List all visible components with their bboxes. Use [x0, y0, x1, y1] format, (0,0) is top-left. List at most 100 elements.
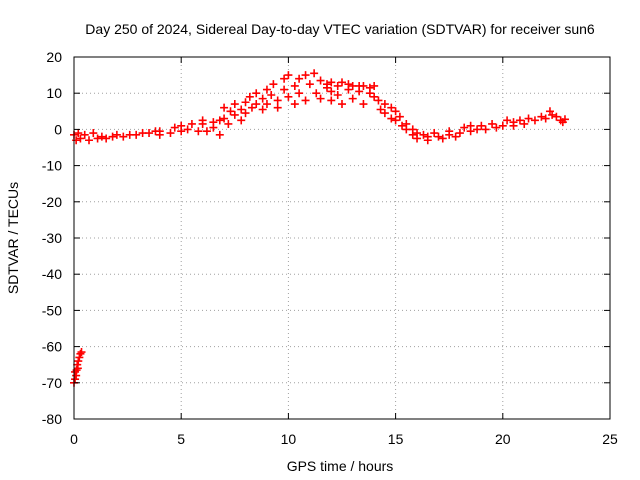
data-point: [72, 136, 81, 145]
data-point: [509, 118, 518, 127]
data-point: [327, 87, 336, 96]
data-point: [408, 130, 417, 139]
data-point: [74, 129, 83, 138]
y-tick-label: -60: [42, 339, 62, 355]
data-point: [177, 121, 186, 130]
data-point: [460, 123, 469, 132]
data-point: [183, 125, 192, 134]
data-point: [530, 116, 539, 125]
y-tick-label: -80: [42, 411, 62, 427]
y-tick-label: 20: [46, 49, 62, 65]
data-point: [230, 100, 239, 109]
data-point: [284, 92, 293, 101]
data-point: [438, 134, 447, 143]
data-point: [333, 81, 342, 90]
data-point: [71, 375, 80, 384]
data-point: [262, 100, 271, 109]
y-tick-label: 10: [46, 85, 62, 101]
data-point: [391, 107, 400, 116]
data-point: [312, 89, 321, 98]
data-point: [376, 105, 385, 114]
data-point: [76, 134, 85, 143]
data-point: [524, 114, 533, 123]
data-point: [430, 129, 439, 138]
y-axis-title: SDTVAR / TECUs: [5, 182, 21, 294]
data-point: [515, 116, 524, 125]
data-point: [477, 121, 486, 130]
data-point: [365, 83, 374, 92]
data-point: [258, 94, 267, 103]
data-point: [80, 130, 89, 139]
y-tick-label: -10: [42, 158, 62, 174]
data-point: [76, 349, 85, 358]
data-point: [445, 127, 454, 136]
data-point: [119, 132, 128, 141]
data-point: [284, 71, 293, 80]
data-point: [75, 353, 84, 362]
data-point: [434, 132, 443, 141]
x-tick-label: 0: [70, 431, 78, 447]
data-point: [215, 116, 224, 125]
data-point: [258, 105, 267, 114]
chart-title: Day 250 of 2024, Sidereal Day-to-day VTE…: [85, 21, 595, 37]
data-point: [455, 129, 464, 138]
y-tick-label: -70: [42, 375, 62, 391]
data-point: [241, 109, 250, 118]
data-point: [503, 116, 512, 125]
data-point: [374, 96, 383, 105]
data-point: [560, 115, 569, 124]
grid: [74, 57, 610, 419]
data-point: [466, 121, 475, 130]
data-point: [280, 74, 289, 83]
data-point: [327, 78, 336, 87]
data-point: [395, 112, 404, 121]
data-point: [209, 123, 218, 132]
data-point: [224, 119, 233, 128]
data-point: [290, 100, 299, 109]
data-point: [108, 132, 117, 141]
data-point: [310, 69, 319, 78]
x-tick-label: 10: [281, 431, 297, 447]
data-point: [170, 123, 179, 132]
data-point: [380, 109, 389, 118]
data-point: [77, 348, 86, 357]
data-point: [145, 129, 154, 138]
data-point: [359, 100, 368, 109]
data-point: [215, 130, 224, 139]
y-tick-label: -20: [42, 194, 62, 210]
data-point: [280, 85, 289, 94]
data-point: [338, 78, 346, 87]
data-points: [70, 69, 569, 387]
data-point: [391, 116, 400, 125]
data-point: [237, 116, 246, 125]
data-point: [520, 119, 529, 128]
data-point: [241, 98, 250, 107]
data-point: [498, 121, 507, 130]
x-tick-labels: 0 5 10 15 20 25: [70, 431, 618, 447]
data-point: [295, 74, 304, 83]
data-point: [348, 94, 357, 103]
y-tick-label: -30: [42, 230, 62, 246]
y-tick-label: -40: [42, 266, 62, 282]
data-point: [370, 92, 379, 101]
data-point: [237, 105, 246, 114]
data-point: [488, 119, 497, 128]
data-point: [338, 100, 346, 109]
data-point: [252, 100, 261, 109]
data-point: [262, 85, 271, 94]
data-point: [290, 81, 299, 90]
data-point: [202, 127, 211, 136]
data-point: [301, 96, 310, 105]
data-point: [398, 121, 407, 130]
data-point: [220, 114, 229, 123]
data-point: [194, 127, 203, 136]
data-point: [413, 134, 422, 143]
data-point: [537, 112, 546, 121]
data-point: [132, 130, 141, 139]
data-point: [295, 89, 304, 98]
data-point: [548, 110, 557, 119]
data-point: [327, 96, 336, 105]
data-point: [267, 91, 276, 100]
data-point: [252, 89, 261, 98]
